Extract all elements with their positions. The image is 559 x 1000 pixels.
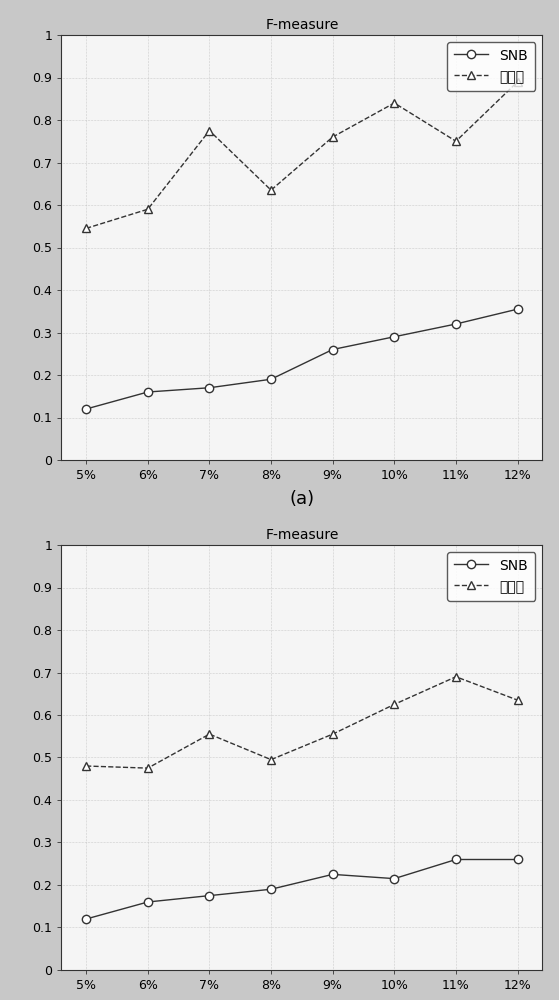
Title: F-measure: F-measure: [265, 18, 339, 32]
SNB: [514, 853, 521, 865]
SNB: [144, 896, 151, 908]
本发明: [391, 698, 397, 710]
本发明: [83, 760, 89, 772]
SNB: [268, 883, 274, 895]
SNB: [391, 873, 397, 885]
SNB: [83, 913, 89, 925]
SNB: [453, 853, 459, 865]
SNB: [514, 303, 521, 315]
Line: SNB: SNB: [82, 305, 522, 413]
本发明: [206, 728, 213, 740]
SNB: [144, 386, 151, 398]
SNB: [453, 318, 459, 330]
本发明: [514, 694, 521, 706]
Title: F-measure: F-measure: [265, 528, 339, 542]
本发明: [206, 125, 213, 137]
SNB: [391, 331, 397, 343]
本发明: [514, 76, 521, 88]
Line: 本发明: 本发明: [82, 78, 522, 233]
本发明: [83, 222, 89, 234]
SNB: [268, 373, 274, 385]
本发明: [268, 184, 274, 196]
Line: SNB: SNB: [82, 855, 522, 923]
本发明: [453, 135, 459, 147]
本发明: [144, 762, 151, 774]
SNB: [83, 403, 89, 415]
SNB: [329, 868, 336, 880]
本发明: [329, 728, 336, 740]
Legend: SNB, 本发明: SNB, 本发明: [447, 42, 536, 91]
本发明: [391, 97, 397, 109]
本发明: [144, 203, 151, 215]
Legend: SNB, 本发明: SNB, 本发明: [447, 552, 536, 601]
SNB: [329, 344, 336, 356]
Text: (a): (a): [290, 490, 314, 508]
SNB: [206, 382, 213, 394]
Line: 本发明: 本发明: [82, 673, 522, 772]
本发明: [268, 754, 274, 766]
本发明: [453, 671, 459, 683]
SNB: [206, 890, 213, 902]
本发明: [329, 131, 336, 143]
